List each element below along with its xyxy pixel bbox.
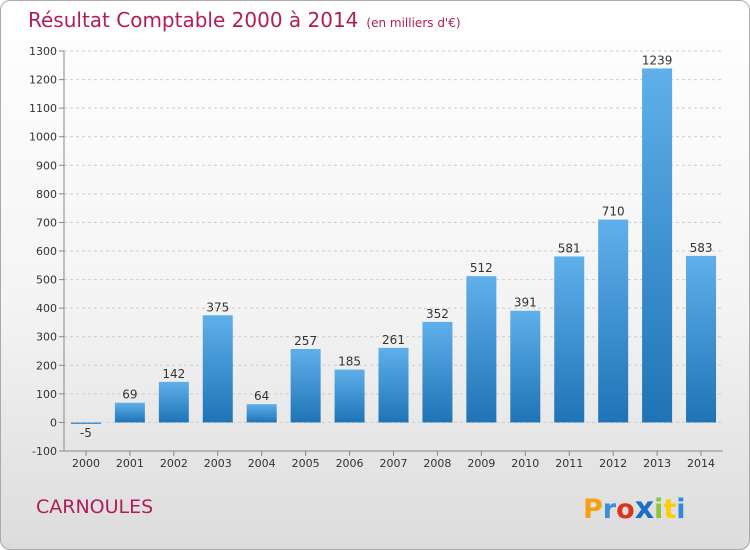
y-tick-label: 1100 [29, 102, 57, 115]
chart-subtitle: (en milliers d'€) [366, 16, 461, 30]
data-label: 583 [690, 241, 713, 255]
logo-letter: i [676, 494, 686, 525]
x-tick-label: 2007 [380, 457, 408, 470]
bar-2011 [554, 256, 585, 423]
data-label: 512 [470, 261, 493, 275]
y-tick-label: 900 [36, 159, 57, 172]
y-tick-label: 1200 [29, 74, 57, 87]
x-tick-label: 2014 [687, 457, 715, 470]
data-label: 261 [382, 333, 405, 347]
data-label: 391 [514, 296, 537, 310]
bar-2014 [686, 255, 717, 423]
data-label: 185 [338, 355, 361, 369]
data-label: 257 [294, 334, 317, 348]
bar-2000 [70, 422, 101, 424]
y-tick-label: 500 [36, 274, 57, 287]
bar-2009 [466, 276, 497, 423]
x-tick-label: 2000 [72, 457, 100, 470]
bar-2008 [422, 321, 453, 423]
logo-letter: r [602, 494, 617, 525]
data-label: 581 [558, 241, 581, 255]
y-tick-label: 400 [36, 302, 57, 315]
data-label: 352 [426, 307, 449, 321]
x-tick-label: 2002 [160, 457, 188, 470]
y-tick-label: 1000 [29, 131, 57, 144]
bar-2003 [202, 315, 233, 423]
proxiti-logo: Proxiti [583, 491, 686, 526]
y-tick-label: 700 [36, 216, 57, 229]
bar-2013 [642, 68, 673, 423]
bar-2005 [290, 349, 321, 423]
bar-2006 [334, 369, 365, 423]
data-labels: -5 69 142 375 64 257 185 261 352 512 391 581 710 1239… [80, 53, 713, 439]
logo-letter: o [616, 494, 635, 525]
bar-2007 [378, 347, 409, 423]
x-tick-label: 2010 [511, 457, 539, 470]
y-tick-label: 600 [36, 245, 57, 258]
axes: -100 0 100 200 300 400 500 600 700 800 900 1000 1100… [29, 45, 723, 470]
x-tick-label: 2009 [467, 457, 495, 470]
x-tick-label: 2004 [248, 457, 276, 470]
logo-letter: P [583, 494, 603, 525]
x-tick-label: 2012 [599, 457, 627, 470]
y-tick-label: -100 [32, 445, 57, 458]
bars [70, 68, 717, 424]
data-label: 1239 [642, 53, 673, 67]
y-tick-label: 300 [36, 331, 57, 344]
x-tick-label: 2005 [292, 457, 320, 470]
bar-2001 [114, 402, 145, 423]
y-tick-label: 0 [50, 416, 57, 429]
y-tick-label: 100 [36, 388, 57, 401]
bar-2012 [598, 219, 629, 423]
x-tick-label: 2003 [204, 457, 232, 470]
x-tick-label: 2011 [555, 457, 583, 470]
y-tick-label: 200 [36, 359, 57, 372]
y-tick-label: 1300 [29, 45, 57, 58]
logo-letter: x [634, 491, 655, 526]
data-label: 710 [602, 205, 625, 219]
x-tick-label: 2006 [336, 457, 364, 470]
x-tick-label: 2008 [423, 457, 451, 470]
x-tick-label: 2001 [116, 457, 144, 470]
y-tick-label: 800 [36, 188, 57, 201]
bar-2002 [158, 381, 189, 423]
logo-letter: t [663, 494, 677, 525]
data-label: 69 [122, 388, 137, 402]
data-label: 375 [206, 300, 229, 314]
chart-title-text: Résultat Comptable 2000 à 2014 [28, 8, 359, 32]
data-label: 64 [254, 389, 269, 403]
data-label: -5 [80, 426, 92, 440]
bar-2010 [510, 310, 541, 423]
town-name: CARNOULES [36, 496, 154, 518]
bar-2004 [246, 404, 277, 423]
logo-letter: i [654, 494, 664, 525]
chart-title: Résultat Comptable 2000 à 2014 (en millie… [28, 8, 461, 32]
data-label: 142 [162, 367, 185, 381]
x-tick-label: 2013 [643, 457, 671, 470]
